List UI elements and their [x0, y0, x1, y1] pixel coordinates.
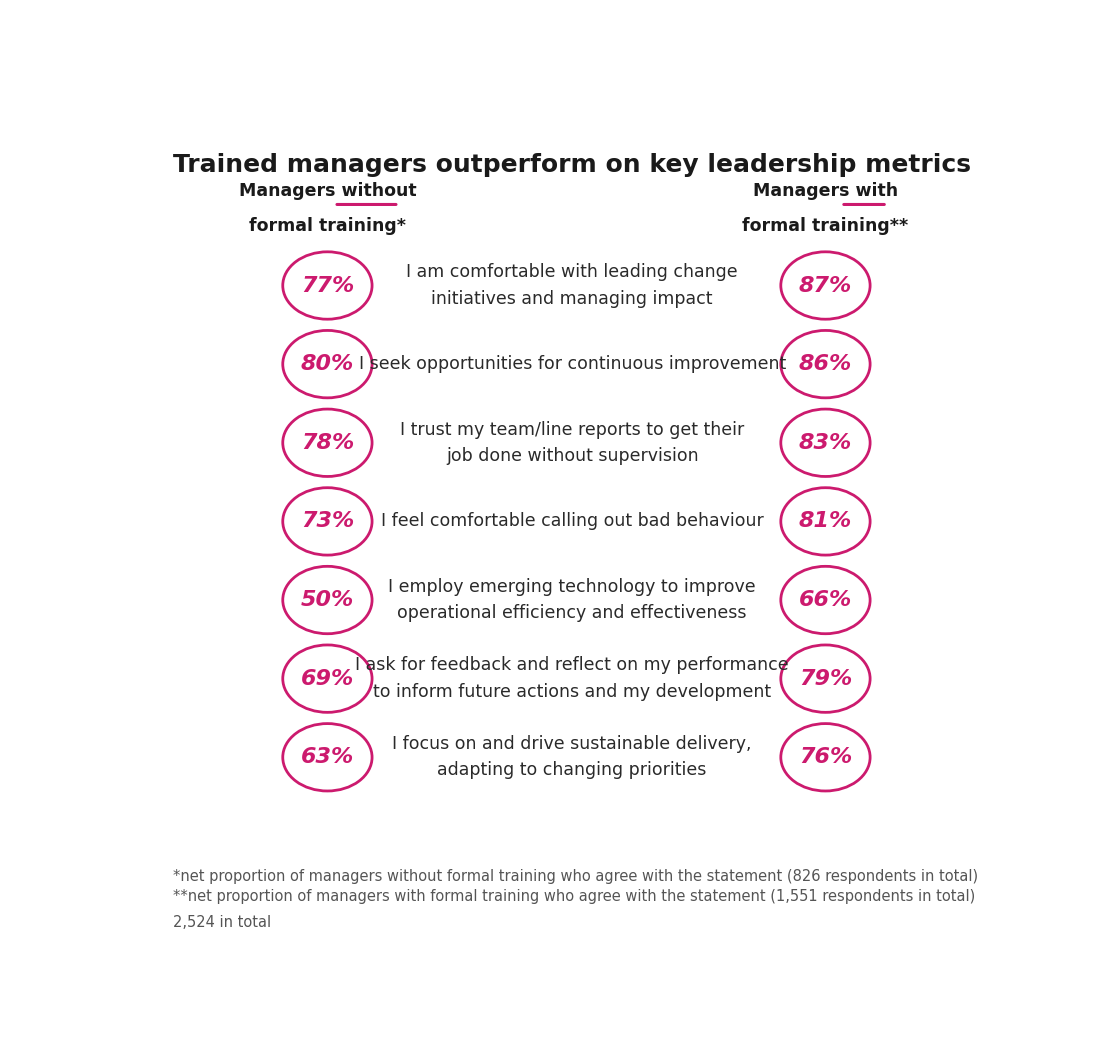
- Text: I ask for feedback and reflect on my performance
to inform future actions and my: I ask for feedback and reflect on my per…: [356, 656, 789, 701]
- Text: I am comfortable with leading change
initiatives and managing impact: I am comfortable with leading change ini…: [407, 264, 738, 307]
- Text: Managers with: Managers with: [753, 181, 897, 200]
- Ellipse shape: [781, 645, 870, 713]
- Text: 80%: 80%: [300, 354, 355, 374]
- Ellipse shape: [781, 723, 870, 791]
- Ellipse shape: [781, 488, 870, 555]
- Text: I seek opportunities for continuous improvement: I seek opportunities for continuous impr…: [359, 355, 786, 373]
- Text: Trained managers outperform on key leadership metrics: Trained managers outperform on key leade…: [173, 153, 971, 177]
- Text: 78%: 78%: [300, 432, 355, 453]
- Text: I focus on and drive sustainable delivery,
adapting to changing priorities: I focus on and drive sustainable deliver…: [392, 735, 752, 779]
- Ellipse shape: [283, 410, 372, 476]
- Text: I feel comfortable calling out bad behaviour: I feel comfortable calling out bad behav…: [381, 513, 763, 530]
- Text: 2,524 in total: 2,524 in total: [173, 915, 271, 931]
- Text: 73%: 73%: [300, 512, 355, 531]
- Ellipse shape: [283, 488, 372, 555]
- Text: 66%: 66%: [799, 590, 852, 610]
- Ellipse shape: [283, 645, 372, 713]
- Ellipse shape: [781, 567, 870, 634]
- Text: 86%: 86%: [799, 354, 852, 374]
- Text: 77%: 77%: [300, 275, 355, 296]
- Ellipse shape: [283, 723, 372, 791]
- Text: 76%: 76%: [799, 747, 852, 767]
- Text: I trust my team/line reports to get their
job done without supervision: I trust my team/line reports to get thei…: [400, 421, 745, 465]
- Ellipse shape: [781, 410, 870, 476]
- Text: 63%: 63%: [300, 747, 355, 767]
- Text: Managers without: Managers without: [238, 181, 417, 200]
- Ellipse shape: [283, 567, 372, 634]
- Text: formal training*: formal training*: [249, 218, 406, 235]
- Text: formal training**: formal training**: [742, 218, 909, 235]
- Ellipse shape: [781, 330, 870, 398]
- Text: **net proportion of managers with formal training who agree with the statement (: **net proportion of managers with formal…: [173, 889, 975, 903]
- Text: 69%: 69%: [300, 669, 355, 689]
- Ellipse shape: [283, 330, 372, 398]
- Text: I employ emerging technology to improve
operational efficiency and effectiveness: I employ emerging technology to improve …: [388, 578, 756, 622]
- Text: 50%: 50%: [300, 590, 355, 610]
- Text: 79%: 79%: [799, 669, 852, 689]
- Ellipse shape: [283, 252, 372, 319]
- Text: 87%: 87%: [799, 275, 852, 296]
- Text: *net proportion of managers without formal training who agree with the statement: *net proportion of managers without form…: [173, 869, 978, 884]
- Text: 83%: 83%: [799, 432, 852, 453]
- Text: 81%: 81%: [799, 512, 852, 531]
- Ellipse shape: [781, 252, 870, 319]
